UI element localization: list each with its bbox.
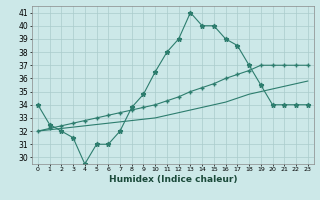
- X-axis label: Humidex (Indice chaleur): Humidex (Indice chaleur): [108, 175, 237, 184]
